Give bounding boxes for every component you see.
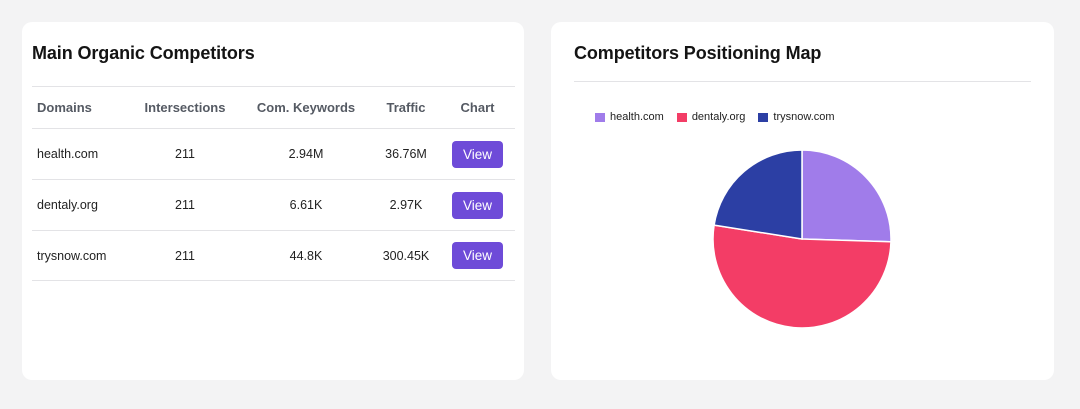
column-header-chart: Chart xyxy=(460,100,495,115)
card-title: Competitors Positioning Map xyxy=(574,43,822,63)
pie-slice-health-com[interactable] xyxy=(801,149,892,243)
intersections-cell: 211 xyxy=(175,248,195,263)
column-header-domains: Domains xyxy=(37,100,92,115)
competitors-table: Domains Intersections Com. Keywords Traf… xyxy=(32,86,515,281)
chart-cell: View xyxy=(452,129,503,179)
card-title: Main Organic Competitors xyxy=(32,43,255,63)
chart-cell: View xyxy=(452,231,503,280)
column-header-keywords: Com. Keywords xyxy=(256,100,356,115)
table-row: health.com 211 2.94M 36.76M View xyxy=(32,128,515,179)
legend-item-dentaly[interactable]: dentaly.org xyxy=(676,111,746,123)
domain-cell: health.com xyxy=(37,147,99,161)
column-header-traffic: Traffic xyxy=(386,100,426,115)
legend-swatch xyxy=(595,112,605,122)
table-header-row: Domains Intersections Com. Keywords Traf… xyxy=(32,86,515,128)
competitors-pie-chart xyxy=(712,149,892,329)
positioning-map-card: Competitors Positioning Map health.com d… xyxy=(551,22,1054,380)
pie-slice-dentaly-org[interactable] xyxy=(712,224,892,329)
table-row: trysnow.com 211 44.8K 300.45K View xyxy=(32,230,515,281)
keywords-cell: 44.8K xyxy=(289,248,323,263)
legend-item-health[interactable]: health.com xyxy=(595,111,664,123)
keywords-cell: 6.61K xyxy=(289,198,323,212)
view-button[interactable]: View xyxy=(452,242,503,269)
traffic-cell: 36.76M xyxy=(385,147,427,161)
view-button[interactable]: View xyxy=(452,191,503,219)
chart-legend: health.com dentaly.org trysnow.com xyxy=(595,111,848,123)
title-divider xyxy=(574,81,1031,82)
view-button[interactable]: View xyxy=(452,140,503,168)
column-header-intersections: Intersections xyxy=(144,100,226,115)
domain-cell: dentaly.org xyxy=(37,198,98,212)
legend-swatch xyxy=(758,112,769,122)
pie-slice-trysnow-com[interactable] xyxy=(713,149,803,240)
intersections-cell: 211 xyxy=(175,198,195,212)
legend-label: dentaly.org xyxy=(691,111,746,123)
table-row: dentaly.org 211 6.61K 2.97K View xyxy=(32,179,515,230)
legend-label: health.com xyxy=(610,111,664,123)
organic-competitors-card: Main Organic Competitors Domains Interse… xyxy=(22,22,524,380)
traffic-cell: 300.45K xyxy=(382,248,430,263)
chart-cell: View xyxy=(452,180,503,230)
legend-item-trysnow[interactable]: trysnow.com xyxy=(758,111,835,123)
domain-cell: trysnow.com xyxy=(37,248,107,263)
traffic-cell: 2.97K xyxy=(389,198,423,212)
keywords-cell: 2.94M xyxy=(288,147,324,161)
legend-swatch xyxy=(676,112,687,122)
legend-label: trysnow.com xyxy=(773,111,835,123)
intersections-cell: 211 xyxy=(175,147,195,161)
